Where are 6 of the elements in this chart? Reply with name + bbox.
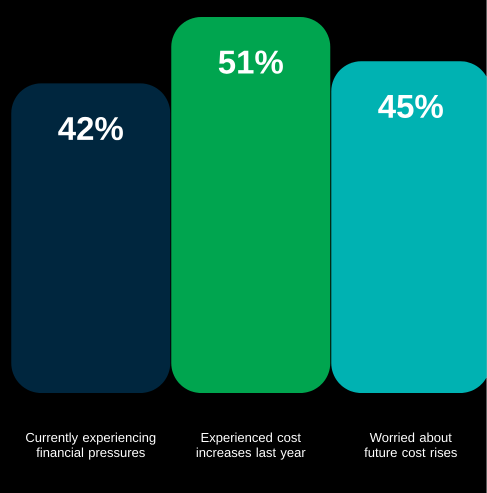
data-label: 42% — [58, 116, 124, 140]
x-tick-label: Worried about future cost rises — [364, 432, 457, 458]
data-label: 51% — [218, 50, 284, 74]
x-tick-label: Experienced cost increases last year — [196, 432, 306, 460]
x-tick-label: Currently experiencing financial pressures — [26, 432, 156, 460]
data-label: 45% — [378, 94, 444, 118]
